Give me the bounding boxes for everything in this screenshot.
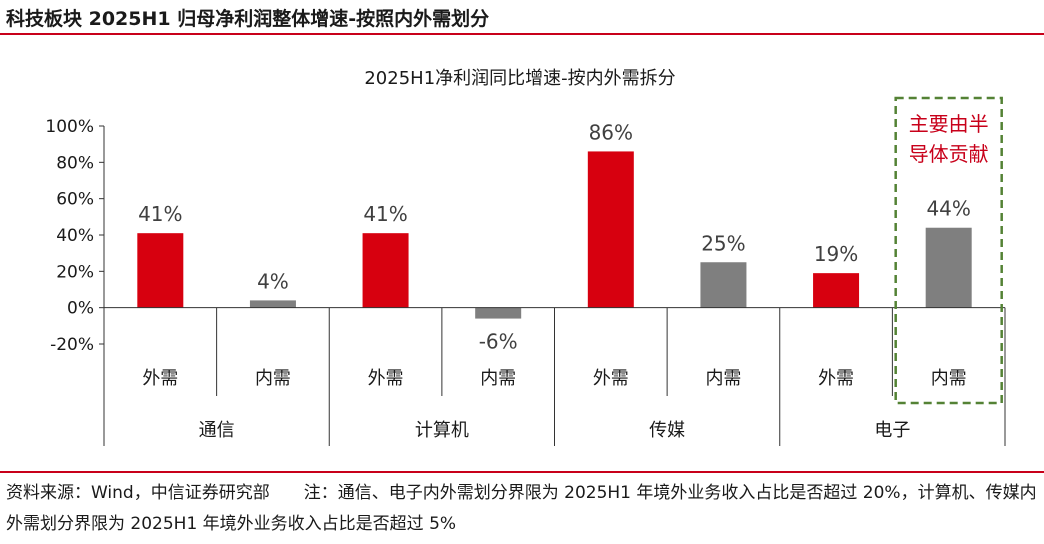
bar xyxy=(925,227,972,308)
page-title: 科技板块 2025H1 归母净利润整体增速-按照内外需划分 xyxy=(6,8,490,30)
bar xyxy=(587,151,634,308)
x-category-label: 内需 xyxy=(480,368,516,389)
bar-value-label: 19% xyxy=(814,242,858,266)
bar-value-label: 25% xyxy=(701,231,745,255)
x-category-label: 内需 xyxy=(931,368,967,389)
bar-value-label: 41% xyxy=(363,202,407,226)
bar xyxy=(137,233,184,308)
bars: 41% 4% 41% -6% 86% 25% 19% 44% xyxy=(137,120,972,354)
y-tick-label: 60% xyxy=(56,190,94,210)
x-category-label: 外需 xyxy=(593,368,629,389)
bar-value-label: 86% xyxy=(589,120,633,144)
bar-chart: 2025H1净利润同比增速-按内外需拆分 100% 80% 60% 40% 20% 0% -… xyxy=(45,68,1006,446)
y-axis: 100% 80% 60% 40% 20% 0% -20% xyxy=(45,117,105,355)
annotation-text: 主要由半 xyxy=(909,112,989,136)
header-divider xyxy=(0,33,1044,35)
bar xyxy=(475,307,522,319)
y-tick-label: 20% xyxy=(56,262,94,282)
x-group-label: 计算机 xyxy=(415,420,469,441)
y-tick-label: 100% xyxy=(45,117,94,137)
y-tick-label: 80% xyxy=(56,153,94,173)
x-category-label: 内需 xyxy=(255,368,291,389)
bar-value-label: 44% xyxy=(926,197,970,221)
x-category-label: 内需 xyxy=(705,368,741,389)
footer-divider xyxy=(0,471,1044,473)
bar-value-label: 4% xyxy=(257,269,289,293)
x-group-label: 电子 xyxy=(874,420,910,441)
x-group-label: 通信 xyxy=(199,420,235,441)
bar xyxy=(362,233,409,308)
annotation-box xyxy=(894,96,1003,405)
source-note: 资料来源：Wind，中信证券研究部 注：通信、电子内外需划分界限为 2025H1… xyxy=(6,483,1037,534)
bar xyxy=(813,273,860,308)
y-tick-label: 40% xyxy=(56,226,94,246)
y-tick-label: 0% xyxy=(67,299,94,319)
x-category-label: 外需 xyxy=(368,368,404,389)
x-group-label: 传媒 xyxy=(649,420,685,441)
bar-value-label: 41% xyxy=(138,202,182,226)
x-category-label: 外需 xyxy=(142,368,178,389)
bar-value-label: -6% xyxy=(479,330,518,354)
x-category-label: 外需 xyxy=(818,368,854,389)
annotation-text: 导体贡献 xyxy=(909,142,989,166)
chart-title: 2025H1净利润同比增速-按内外需拆分 xyxy=(364,68,675,89)
bar xyxy=(700,262,747,308)
y-tick-label: -20% xyxy=(50,335,94,355)
bar xyxy=(249,300,296,308)
